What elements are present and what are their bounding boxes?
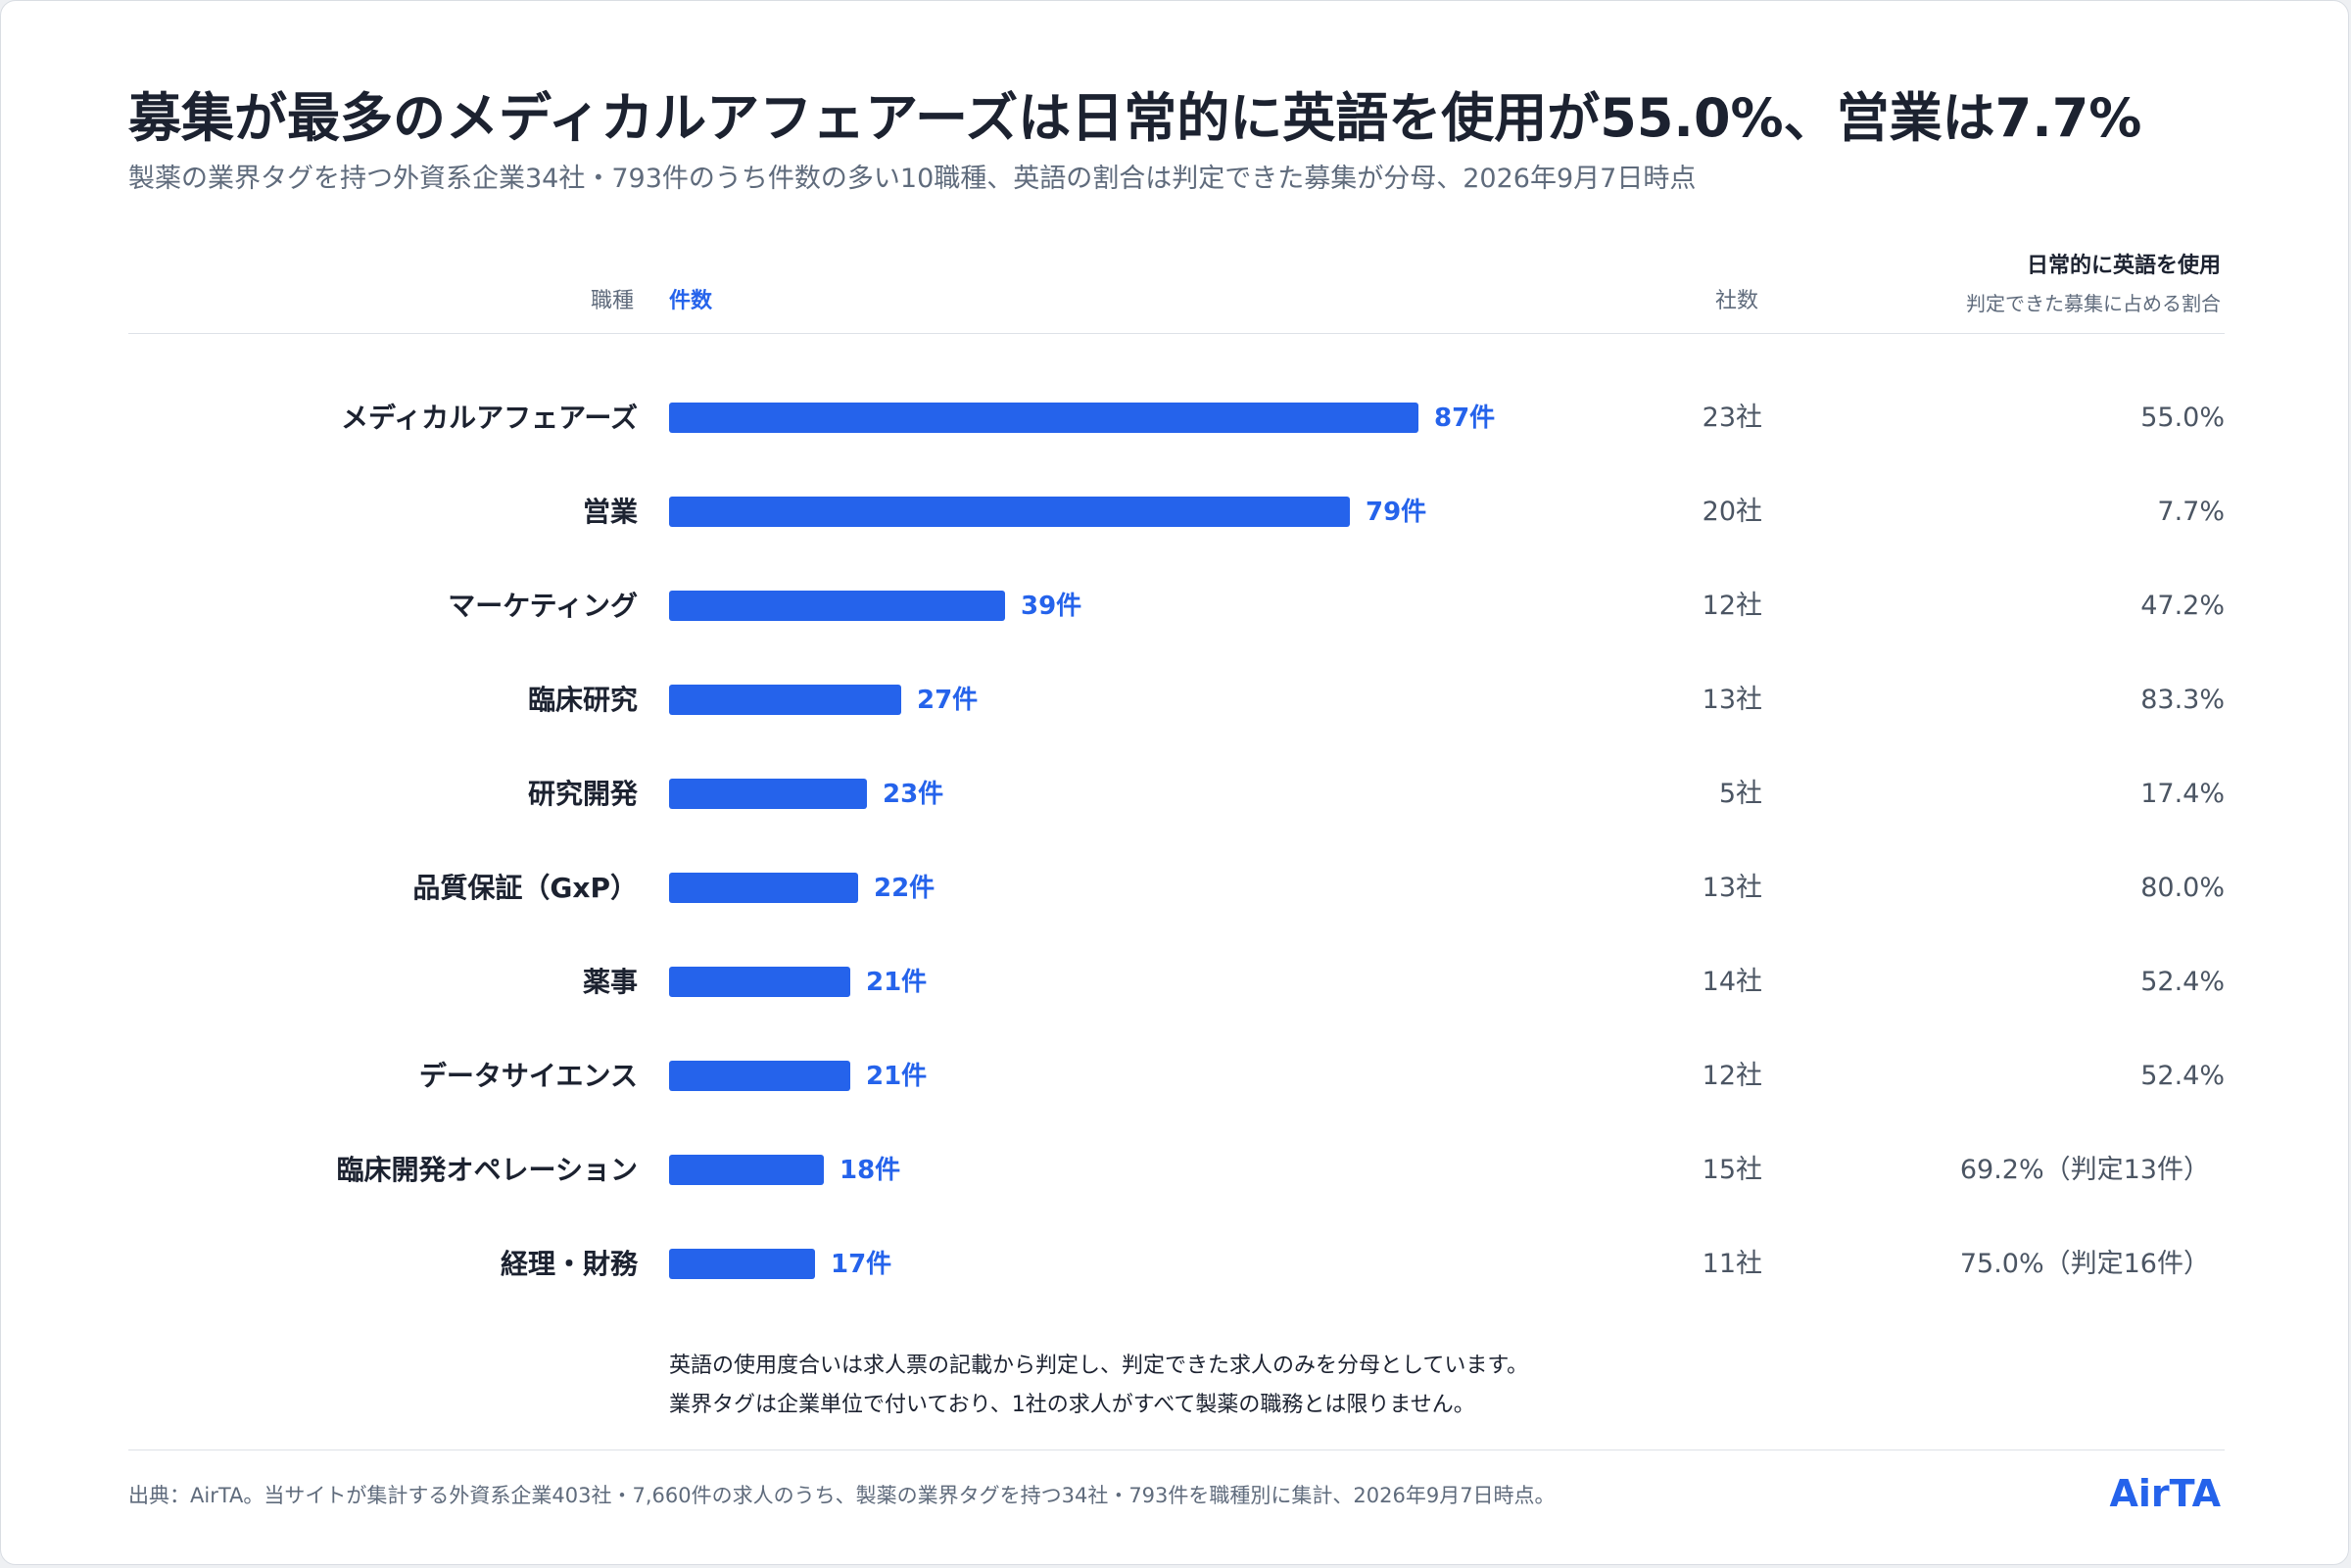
company-count: 15社 <box>1702 1155 1762 1185</box>
chart-row: マーケティング 39件 12社 47.2% <box>1 559 2351 653</box>
chart-row: 臨床開発オペレーション 18件 15社 69.2%（判定13件） <box>1 1123 2351 1217</box>
bar <box>669 1249 815 1279</box>
company-count: 13社 <box>1702 685 1762 715</box>
chart-row: 品質保証（GxP） 22件 13社 80.0% <box>1 841 2351 935</box>
company-count: 14社 <box>1702 967 1762 997</box>
footnote-2: 業界タグは企業単位で付いており、1社の求人がすべて製薬の職務とは限りません。 <box>669 1393 1475 1417</box>
category-label: データサイエンス <box>418 1060 638 1092</box>
bar <box>669 1061 850 1091</box>
bar-value-label: 22件 <box>874 874 936 903</box>
chart-row: 薬事 21件 14社 52.4% <box>1 935 2351 1029</box>
column-header-count: 件数 <box>669 289 713 313</box>
bar-value-label: 21件 <box>866 968 928 997</box>
bar <box>669 497 1350 527</box>
chart-row: 研究開発 23件 5社 17.4% <box>1 747 2351 841</box>
chart-row: 営業 79件 20社 7.7% <box>1 465 2351 559</box>
category-label: 臨床研究 <box>527 684 638 716</box>
company-count: 23社 <box>1702 403 1762 433</box>
bar <box>669 779 867 809</box>
column-header-english-usage-note: 判定できた募集に占める割合 <box>1966 292 2221 315</box>
english-usage-percent: 75.0%（判定16件） <box>1959 1249 2210 1279</box>
category-label: 営業 <box>582 496 638 528</box>
category-label: 経理・財務 <box>500 1248 638 1280</box>
chart-row: メディカルアフェアーズ 87件 23社 55.0% <box>1 371 2351 465</box>
category-label: 薬事 <box>582 966 638 998</box>
column-header-english-usage: 日常的に英語を使用 <box>2026 254 2221 278</box>
bar <box>669 967 850 997</box>
bar <box>669 685 901 715</box>
bar <box>669 591 1005 621</box>
category-label: 品質保証（GxP） <box>412 872 638 904</box>
header-divider <box>128 333 2225 334</box>
bar-value-label: 79件 <box>1366 498 1427 527</box>
bar-value-label: 17件 <box>831 1250 892 1279</box>
english-usage-percent: 52.4% <box>2140 1061 2225 1091</box>
bar-value-label: 27件 <box>917 686 979 715</box>
footnote-1: 英語の使用度合いは求人票の記載から判定し、判定できた求人のみを分母としています。 <box>669 1354 1529 1378</box>
chart-row: データサイエンス 21件 12社 52.4% <box>1 1029 2351 1123</box>
bar-value-label: 87件 <box>1434 404 1496 433</box>
company-count: 5社 <box>1718 779 1762 809</box>
footer-divider <box>128 1449 2225 1450</box>
english-usage-percent: 17.4% <box>2140 779 2225 809</box>
column-header-job: 職種 <box>590 289 634 313</box>
english-usage-percent: 52.4% <box>2140 967 2225 997</box>
english-usage-percent: 69.2%（判定13件） <box>1959 1155 2210 1185</box>
category-label: 臨床開発オペレーション <box>336 1154 638 1186</box>
chart-subtitle: 製薬の業界タグを持つ外資系企業34社・793件のうち件数の多い10職種、英語の割… <box>128 164 1697 194</box>
english-usage-percent: 7.7% <box>2157 497 2225 527</box>
english-usage-percent: 83.3% <box>2140 685 2225 715</box>
chart-row: 臨床研究 27件 13社 83.3% <box>1 653 2351 747</box>
source-note: 出典：AirTA。当サイトが集計する外資系企業403社・7,660件の求人のうち… <box>128 1484 1556 1507</box>
bar <box>669 1155 824 1185</box>
category-label: メディカルアフェアーズ <box>341 402 638 434</box>
company-count: 11社 <box>1702 1249 1762 1279</box>
company-count: 13社 <box>1702 873 1762 903</box>
bar-value-label: 39件 <box>1021 592 1082 621</box>
brand-logo: AirTA <box>2109 1472 2221 1515</box>
category-label: マーケティング <box>448 590 638 622</box>
company-count: 20社 <box>1702 497 1762 527</box>
chart-title: 募集が最多のメディカルアフェアーズは日常的に英語を使用が55.0%、営業は7.7… <box>128 87 2142 149</box>
english-usage-percent: 80.0% <box>2140 873 2225 903</box>
bar-value-label: 21件 <box>866 1062 928 1091</box>
category-label: 研究開発 <box>527 778 638 810</box>
bar-value-label: 23件 <box>883 780 944 809</box>
bar-value-label: 18件 <box>840 1156 901 1185</box>
bar <box>669 873 858 903</box>
english-usage-percent: 47.2% <box>2140 591 2225 621</box>
english-usage-percent: 55.0% <box>2140 403 2225 433</box>
bar <box>669 403 1418 433</box>
company-count: 12社 <box>1702 591 1762 621</box>
company-count: 12社 <box>1702 1061 1762 1091</box>
column-header-companies: 社数 <box>1714 289 1758 313</box>
chart-row: 経理・財務 17件 11社 75.0%（判定16件） <box>1 1217 2351 1311</box>
